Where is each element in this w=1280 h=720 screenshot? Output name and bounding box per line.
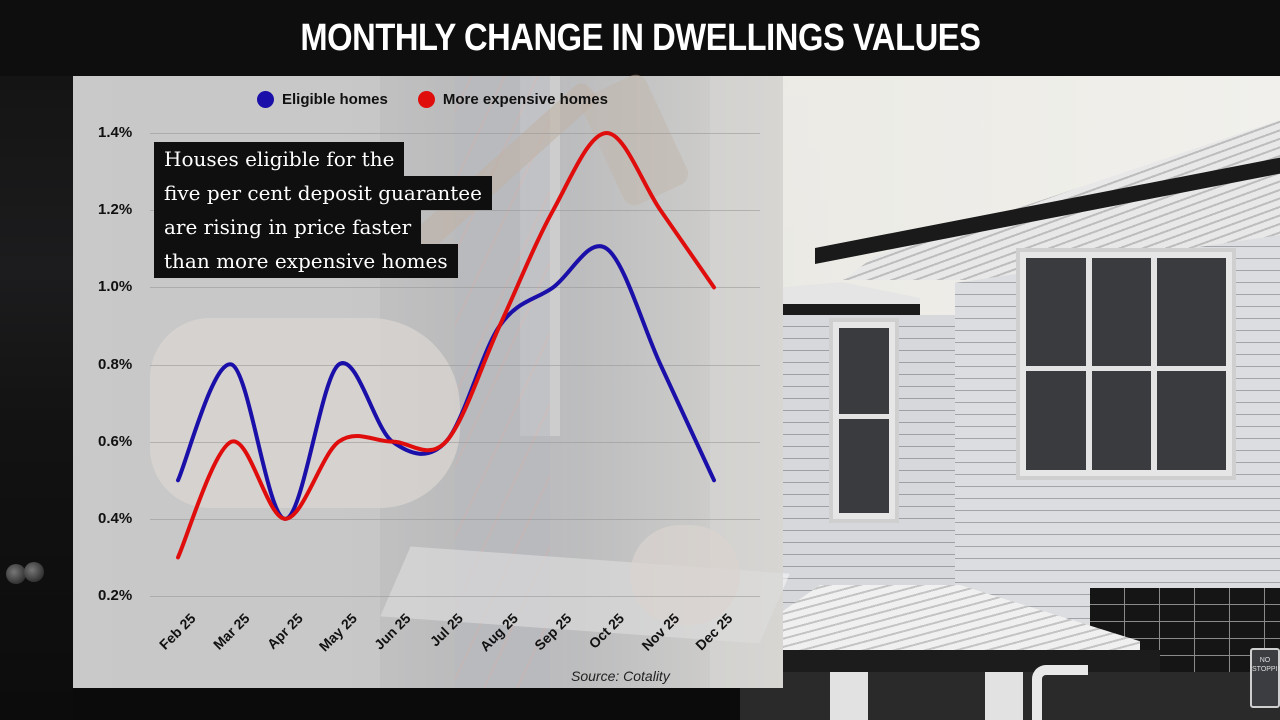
gridline: [150, 518, 760, 520]
gridline: [150, 210, 760, 212]
y-tick-label: 0.4%: [98, 509, 133, 527]
chart-title: MONTHLY CHANGE IN DWELLINGS VALUES: [299, 16, 981, 59]
cufflink-icon: [6, 564, 26, 584]
legend-item-eligible: Eligible homes: [257, 91, 388, 108]
source-credit: Source: Cotality: [571, 668, 670, 684]
gridline: [150, 133, 760, 134]
background-jacket: [0, 76, 73, 720]
series-line-more-expensive-homes: [176, 130, 716, 560]
annotation-line: than more expensive homes: [154, 244, 458, 278]
y-tick-label: 0.2%: [98, 587, 133, 604]
downpipe: [1032, 665, 1088, 720]
gridline: [150, 596, 760, 597]
legend-dot-icon: [257, 91, 274, 108]
cufflink-icon: [24, 562, 44, 582]
no-stopping-sign: NO STOPPING: [1250, 648, 1280, 708]
chart-legend: Eligible homes More expensive homes: [257, 91, 638, 108]
gridline: [150, 441, 760, 443]
y-tick-label: 1.0%: [98, 278, 133, 296]
annotation-box: Houses eligible for the five per cent de…: [154, 142, 492, 278]
legend-item-expensive: More expensive homes: [417, 91, 608, 108]
y-tick-label: 1.2%: [98, 201, 133, 219]
gridline: [150, 287, 760, 289]
house-window-small: [833, 322, 895, 519]
y-tick-label: 0.8%: [98, 355, 133, 373]
annotation-line: Houses eligible for the: [154, 142, 405, 176]
y-tick-label: 1.4%: [98, 124, 133, 141]
gridline: [150, 364, 760, 366]
title-bar: MONTHLY CHANGE IN DWELLINGS VALUES: [0, 0, 1280, 76]
legend-dot-icon: [417, 91, 435, 108]
legend-label: More expensive homes: [442, 91, 608, 108]
house-window-large: [1020, 252, 1232, 476]
annotation-line: are rising in price faster: [154, 210, 422, 244]
legend-label: Eligible homes: [282, 91, 388, 108]
y-tick-label: 0.6%: [98, 432, 133, 450]
porch-pillar: [830, 672, 868, 720]
porch-pillar: [985, 672, 1023, 720]
annotation-line: five per cent deposit guarantee: [154, 176, 492, 210]
